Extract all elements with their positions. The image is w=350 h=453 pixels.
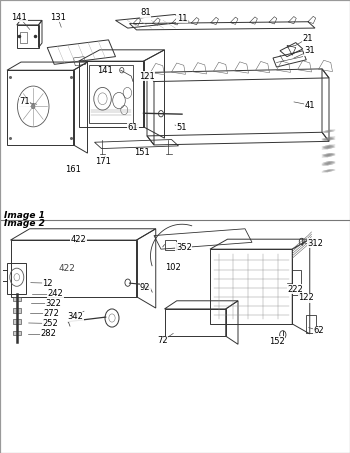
Text: 342: 342 xyxy=(67,312,83,321)
Text: 71: 71 xyxy=(19,97,30,106)
Bar xyxy=(7,263,26,294)
Text: 252: 252 xyxy=(42,319,58,328)
Text: 152: 152 xyxy=(269,337,284,346)
Bar xyxy=(164,309,226,336)
Text: 272: 272 xyxy=(44,308,60,318)
Text: 122: 122 xyxy=(298,293,314,302)
Bar xyxy=(292,270,301,295)
Text: 422: 422 xyxy=(59,264,76,273)
Text: Image 2: Image 2 xyxy=(4,219,44,228)
Text: 151: 151 xyxy=(134,148,150,157)
Bar xyxy=(10,240,136,297)
Bar xyxy=(13,297,21,301)
Bar xyxy=(7,70,74,145)
Bar xyxy=(20,32,27,43)
Text: 282: 282 xyxy=(40,329,56,338)
Text: 312: 312 xyxy=(307,239,323,248)
Text: 72: 72 xyxy=(158,336,168,345)
Text: 161: 161 xyxy=(65,165,82,174)
Text: 11: 11 xyxy=(177,14,187,23)
Text: 131: 131 xyxy=(50,13,66,22)
Text: 51: 51 xyxy=(177,123,187,132)
Text: 21: 21 xyxy=(303,34,313,43)
Text: 12: 12 xyxy=(42,279,52,288)
Text: 171: 171 xyxy=(95,157,111,166)
Text: 61: 61 xyxy=(128,123,138,132)
Bar xyxy=(164,240,176,250)
Circle shape xyxy=(32,104,35,109)
Bar xyxy=(210,249,292,324)
Text: Image 1: Image 1 xyxy=(4,211,44,220)
Bar xyxy=(13,308,21,313)
Text: 422: 422 xyxy=(71,235,87,244)
Circle shape xyxy=(159,111,163,117)
Bar xyxy=(89,65,133,123)
Text: 242: 242 xyxy=(47,289,63,298)
Text: 141: 141 xyxy=(11,13,27,22)
Text: 121: 121 xyxy=(139,72,155,81)
Text: 322: 322 xyxy=(45,299,61,308)
Bar xyxy=(17,25,38,48)
Text: 352: 352 xyxy=(176,243,192,252)
Bar xyxy=(13,331,21,335)
Bar xyxy=(306,315,316,333)
Text: 41: 41 xyxy=(304,101,315,110)
Bar xyxy=(79,61,144,127)
Text: 81: 81 xyxy=(140,8,150,17)
Text: 102: 102 xyxy=(165,263,181,272)
Text: 92: 92 xyxy=(140,283,150,292)
Bar xyxy=(13,319,21,324)
Text: 222: 222 xyxy=(288,284,304,294)
Text: 31: 31 xyxy=(304,46,315,55)
Text: 141: 141 xyxy=(97,66,113,75)
Text: 62: 62 xyxy=(313,326,324,335)
